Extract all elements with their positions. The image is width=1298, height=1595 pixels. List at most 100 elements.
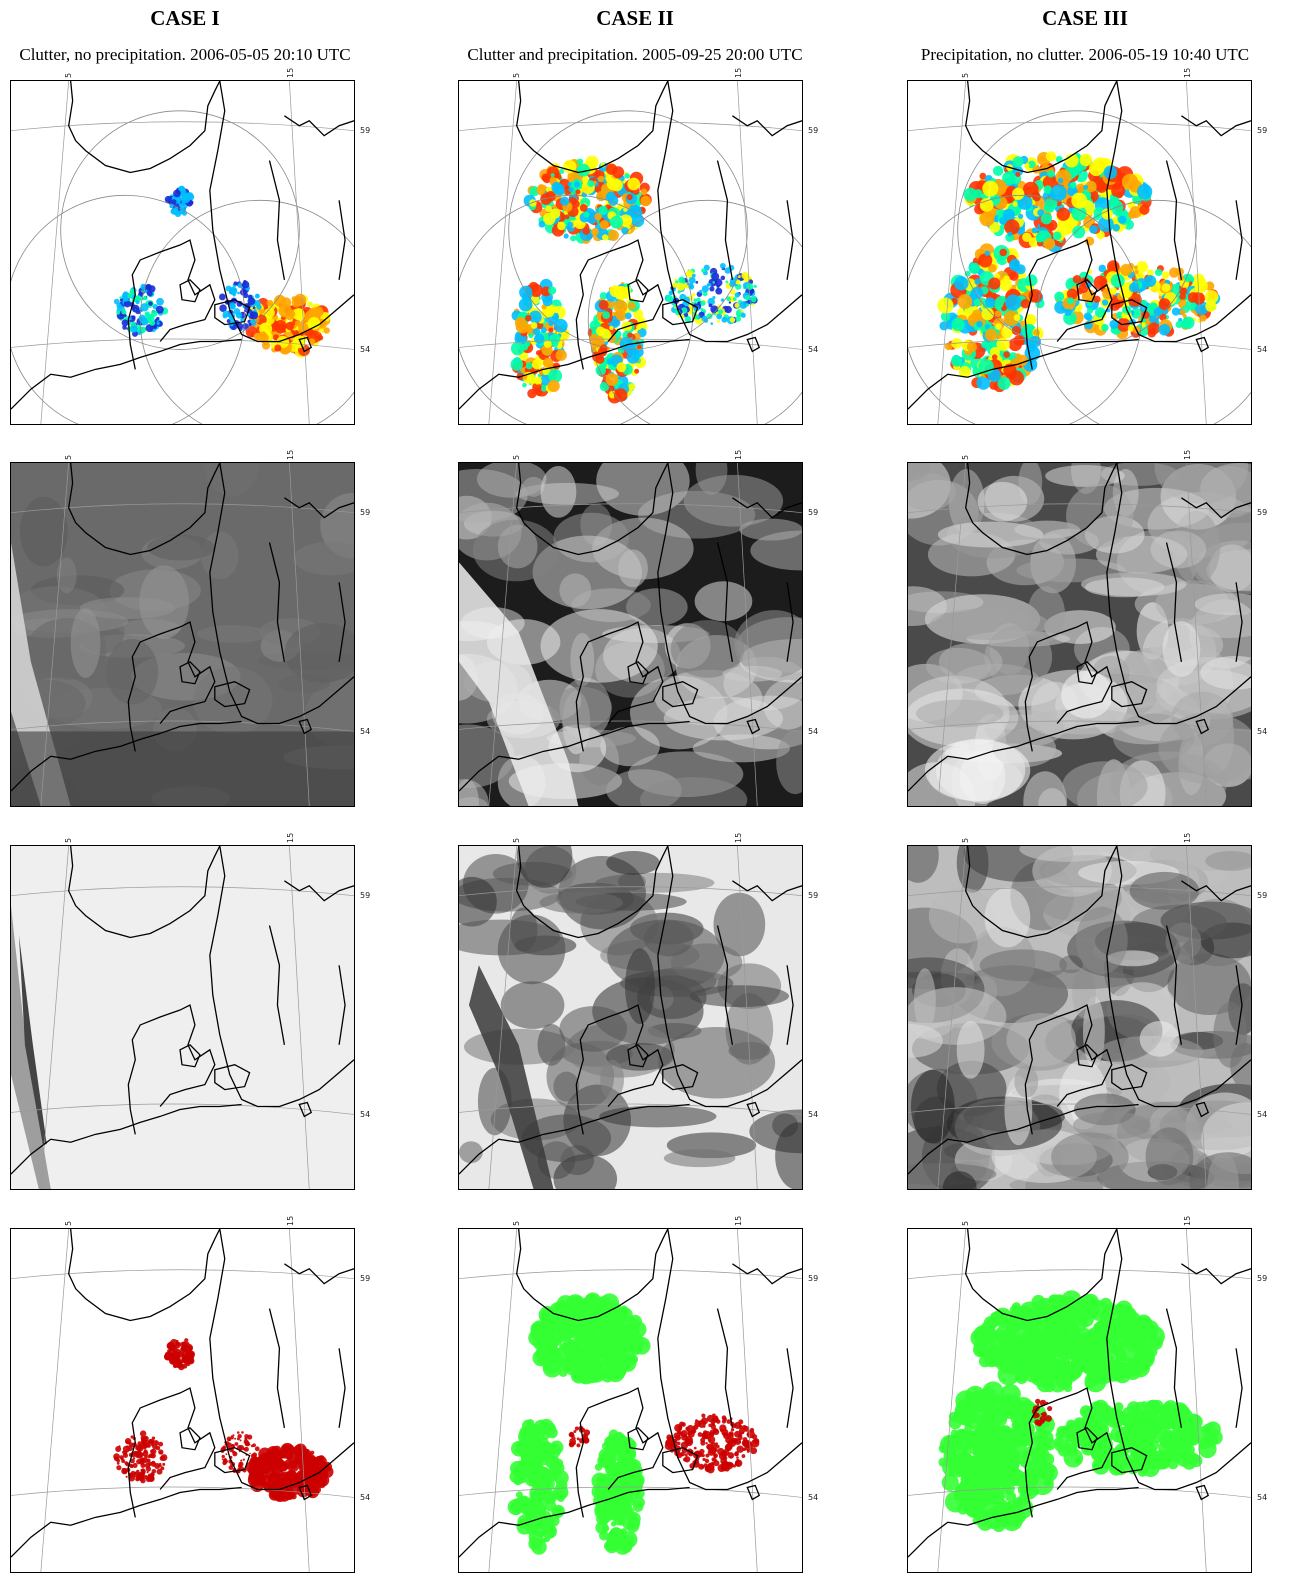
coastline-4 [127,621,216,752]
coastline-6 [1111,681,1148,708]
graticule-lat-59 [459,886,802,897]
graticule-lon-15 [737,1229,758,1572]
graticule-lon-15 [289,1229,310,1572]
coastline-6 [214,1064,251,1091]
graticule-lat-54 [11,720,354,732]
graticule-lon-5 [488,1229,518,1572]
coastline-3 [11,720,242,792]
coastline-7 [1195,718,1210,735]
coastline-4 [127,1004,216,1135]
tick-lon-15: 15 [286,449,295,460]
coastline-7 [298,336,313,353]
coastline-7 [298,1484,313,1501]
coastline-8 [284,880,354,902]
coastline-9 [716,925,734,1045]
graticule-lat-54 [459,338,802,350]
coastline-7 [1195,1484,1210,1501]
graticule-lon-5 [937,81,967,424]
tick-lat-59: 59 [808,891,819,900]
tick-lon-15: 15 [734,832,743,843]
tick-lat-59: 59 [808,508,819,517]
map-panel-case3-row3 [907,845,1252,1190]
coastline-9 [268,542,286,662]
tick-lon-5: 5 [64,454,73,460]
tick-lat-59: 59 [1257,1274,1268,1283]
tick-lon-5: 5 [512,454,521,460]
coastline-5 [179,661,201,685]
coastline-1 [515,463,669,556]
coastline-4 [127,1387,216,1518]
coastline-6 [214,299,251,326]
coastline-7 [746,1101,761,1118]
graticule-lat-54 [11,1486,354,1498]
graticule-lat-59 [459,1269,802,1280]
coastline-7 [298,1101,313,1118]
tick-lon-15: 15 [734,67,743,78]
map-panel-case1-row2 [10,462,355,807]
graticule-lat-54 [459,720,802,732]
coastline-5 [627,661,649,685]
coastline-1 [515,846,669,939]
coastline-1 [964,846,1118,939]
coastline-9 [716,160,734,280]
coastline-5 [179,279,201,303]
tick-lat-54: 54 [808,727,819,736]
coastline-5 [627,279,649,303]
tick-lat-59: 59 [1257,508,1268,517]
tick-lat-59: 59 [360,1274,371,1283]
coastline-6 [662,681,699,708]
coastline-8 [732,1263,802,1285]
graticule-lon-15 [289,463,310,806]
coastline-5 [179,1427,201,1451]
map-panel-case3-row1 [907,80,1252,425]
coastline-2 [209,463,354,725]
coastline-3 [908,1486,1139,1558]
graticule-lat-59 [11,1269,354,1280]
tick-lon-5: 5 [961,1220,970,1226]
coastline-2 [209,846,354,1108]
graticule-lon-5 [40,846,70,1189]
coastline-8 [284,497,354,519]
coastline-9 [268,1308,286,1428]
graticule-lon-5 [937,846,967,1189]
coastline-10 [1235,200,1243,280]
case-2-title: CASE II [596,6,674,30]
coastline-10 [786,965,794,1045]
tick-lat-59: 59 [1257,891,1268,900]
tick-lon-5: 5 [512,72,521,78]
coastline-4 [575,239,664,370]
tick-lon-5: 5 [961,454,970,460]
tick-lat-54: 54 [1257,1110,1268,1119]
graticule-lat-59 [908,886,1251,897]
tick-lat-54: 54 [360,727,371,736]
graticule-lon-5 [937,1229,967,1572]
tick-lat-59: 59 [1257,126,1268,135]
coastline-9 [1165,925,1183,1045]
graticule-lat-59 [908,1269,1251,1280]
radar-range-circle-2 [908,194,1142,424]
tick-lon-15: 15 [1183,67,1192,78]
coastline-8 [732,880,802,902]
map-panel-case2-row1 [458,80,803,425]
map-panel-case2-row4 [458,1228,803,1573]
coastline-6 [214,1447,251,1474]
coastline-4 [575,1387,664,1518]
coastline-10 [338,965,346,1045]
coastline-4 [575,1004,664,1135]
graticule-lat-59 [908,503,1251,514]
case-1-title: CASE I [150,6,220,30]
coastline-5 [627,1044,649,1068]
coastline-3 [459,338,690,410]
radar-range-circle-2 [459,194,693,424]
coastline-10 [1235,582,1243,662]
graticule-lon-5 [40,1229,70,1572]
tick-lon-15: 15 [1183,449,1192,460]
graticule-lat-54 [908,720,1251,732]
tick-lat-54: 54 [360,345,371,354]
tick-lat-54: 54 [360,1110,371,1119]
graticule-lon-5 [488,846,518,1189]
coastline-2 [657,81,802,343]
coastline-2 [657,463,802,725]
coastline-8 [732,497,802,519]
graticule-lat-59 [11,886,354,897]
